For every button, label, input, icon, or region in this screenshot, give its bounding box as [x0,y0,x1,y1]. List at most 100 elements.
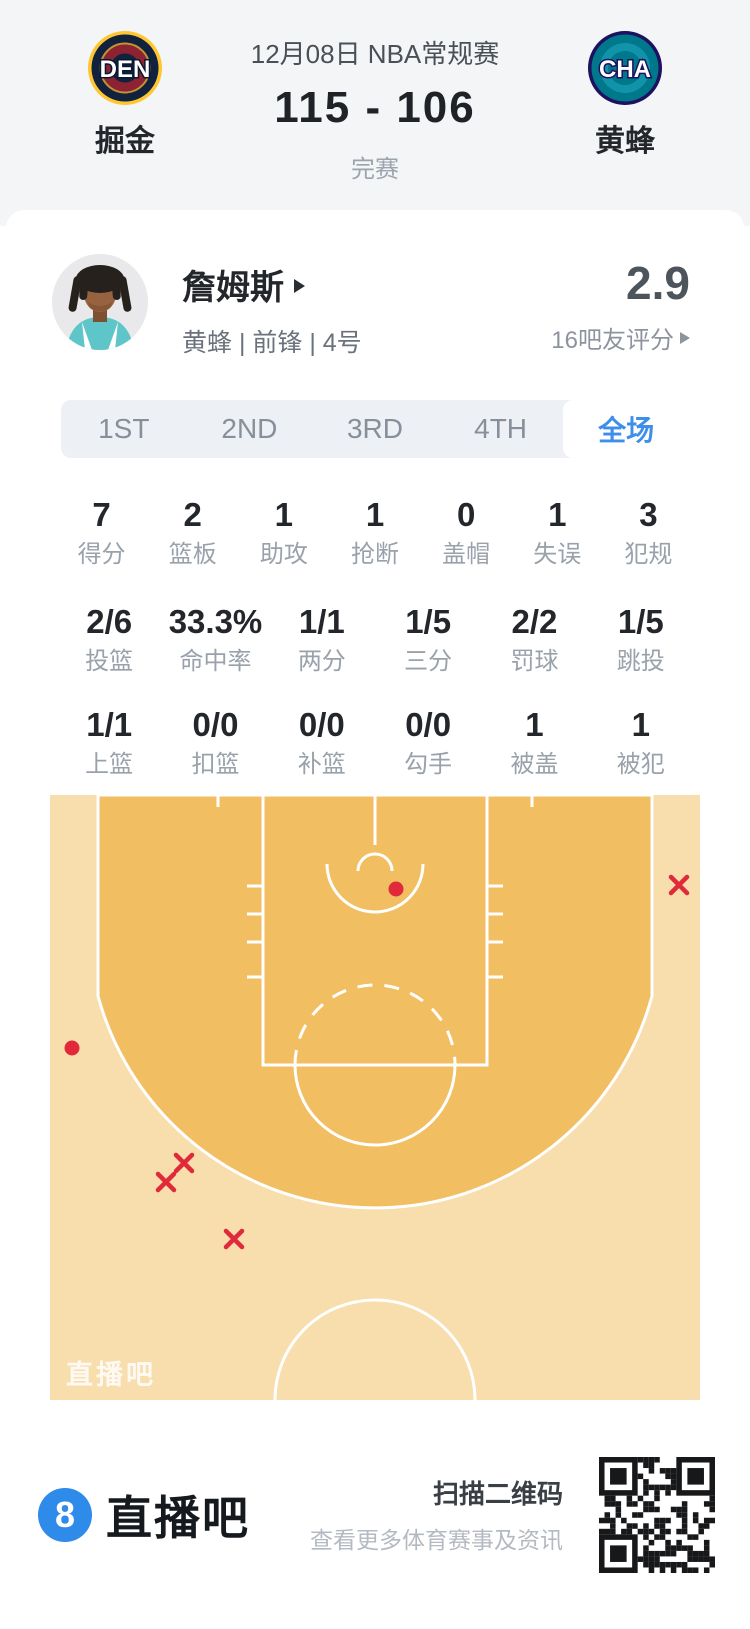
stat-value: 1 [548,496,567,533]
hornets-logo-icon: CHA [588,31,662,105]
nuggets-logo-icon: DEN [88,31,162,105]
stat-被犯: 1 被犯 [588,706,694,779]
stat-value: 1/1 [298,603,345,640]
stat-value: 1 [365,496,385,533]
stats-rows: 7 得分 2 篮板 1 助攻 1 抢断 0 盖帽 1 失误 3 犯规 2/6 投篮 33.3% 命中率 1/1 两分 1… [6,496,744,779]
chevron-right-icon [294,279,305,293]
stat-label: 勾手 [404,751,453,778]
rating-label: 16吧友评分 [551,327,674,354]
stat-上篮: 1/1 上篮 [56,706,162,779]
stat-value: 0/0 [192,706,239,743]
stat-label: 篮板 [168,541,217,568]
stat-value: 0 [456,496,476,533]
rim-circle [356,852,394,872]
restricted-area-arc [325,863,425,914]
player-name: 詹姆斯 [182,269,284,307]
tab-全场[interactable]: 全场 [563,400,689,458]
stat-助攻: 1 助攻 [238,496,329,569]
stat-label: 命中率 [179,648,252,675]
stat-勾手: 0/0 勾手 [375,706,481,779]
stat-value: 1 [274,496,294,533]
stat-得分: 7 得分 [56,496,147,569]
stat-label: 补篮 [297,751,346,778]
stat-罚球: 2/2 罚球 [481,603,587,676]
stat-label: 扣篮 [191,751,240,778]
shot-made-marker [64,1040,80,1056]
stat-row: 2/6 投篮 33.3% 命中率 1/1 两分 1/5 三分 2/2 罚球 1/5 跳投 [6,603,744,676]
stat-value: 1/5 [617,603,664,640]
stat-value: 0/0 [298,706,345,743]
shot-missed-marker [223,1228,245,1250]
stat-补篮: 0/0 补篮 [269,706,375,779]
tab-1ST[interactable]: 1ST [98,413,150,444]
free-throw-circle-solid [293,1064,457,1147]
stat-label: 上篮 [85,751,134,778]
stat-犯规: 3 犯规 [603,496,694,569]
stat-value: 1 [631,706,650,743]
stat-label: 盖帽 [442,541,491,568]
home-team-block[interactable]: DEN 掘金 [0,0,250,160]
quarter-tabs: 1ST 2ND 3RD 4TH 全场 [61,400,689,458]
stat-篮板: 2 篮板 [147,496,238,569]
game-score: 115 - 106 [274,83,476,132]
player-photo [52,254,148,350]
tab-4TH[interactable]: 4TH [474,413,528,444]
stat-失误: 1 失误 [512,496,603,569]
qr-subtitle: 查看更多体育赛事及资讯 [310,1527,563,1553]
shot-chart: 直播吧 [50,790,700,1502]
stat-label: 跳投 [616,648,665,675]
away-team-block[interactable]: CHA 黄蜂 [500,0,750,160]
stat-value: 7 [92,496,111,533]
stat-value: 0/0 [405,706,452,743]
game-status: 完赛 [351,156,399,183]
brand-group[interactable]: 8 直播吧 [38,1482,250,1548]
chevron-right-gray-icon [680,331,690,344]
away-team-name: 黄蜂 [595,125,655,158]
svg-text:CHA: CHA [599,56,651,83]
stat-label: 三分 [404,648,453,675]
stat-跳投: 1/5 跳投 [588,603,694,676]
qr-title: 扫描二维码 [432,1479,563,1509]
stat-row: 1/1 上篮 0/0 扣篮 0/0 补篮 0/0 勾手 1 被盖 1 被犯 [6,706,744,779]
tab-2ND[interactable]: 2ND [221,413,278,444]
stat-row: 7 得分 2 篮板 1 助攻 1 抢断 0 盖帽 1 失误 3 犯规 [6,496,744,569]
qr-text-block: 扫描二维码 查看更多体育赛事及资讯 [310,1474,563,1555]
stat-label: 失误 [533,541,582,568]
stat-value: 2/6 [86,603,133,640]
player-avatar[interactable] [52,254,148,350]
rating-value: 2.9 [626,257,690,309]
brand-name: 直播吧 [106,1491,250,1544]
stat-label: 抢断 [350,541,399,568]
rating-block[interactable]: 2.9 16吧友评分 [551,254,690,355]
stat-label: 两分 [297,648,346,675]
shot-chart-svg [50,790,700,1502]
game-summary: 12月08日 NBA常规赛 115 - 106 完赛 [250,0,500,184]
stat-label: 犯规 [624,541,673,568]
stat-扣篮: 0/0 扣篮 [162,706,268,779]
stat-label: 被犯 [616,751,665,778]
stat-两分: 1/1 两分 [269,603,375,676]
stat-label: 被盖 [510,751,559,778]
shot-missed-marker [155,1171,177,1193]
qr-code [599,1456,715,1573]
shot-missed-marker [173,1152,195,1174]
stat-value: 2/2 [511,603,558,640]
player-name-line[interactable]: 詹姆斯 [182,260,362,309]
three-point-line [96,793,654,1210]
stat-label: 得分 [77,541,126,568]
stat-value: 1/1 [86,706,133,743]
stat-抢断: 1 抢断 [329,496,420,569]
stat-value: 33.3% [168,603,263,640]
player-stats-card: 詹姆斯 黄蜂 | 前锋 | 4号 2.9 16吧友评分 1ST 2ND 3RD 4TH… [6,210,744,1502]
tab-3RD[interactable]: 3RD [346,413,403,444]
stat-三分: 1/5 三分 [375,603,481,676]
zhibo8-logo-icon: 8 [38,1487,92,1542]
stat-value: 1/5 [405,603,452,640]
shot-made-marker [388,881,404,897]
stat-被盖: 1 被盖 [481,706,587,779]
stat-value: 2 [183,496,202,533]
stat-命中率: 33.3% 命中率 [162,603,268,676]
stat-盖帽: 0 盖帽 [421,496,512,569]
shot-markers [64,874,690,1250]
